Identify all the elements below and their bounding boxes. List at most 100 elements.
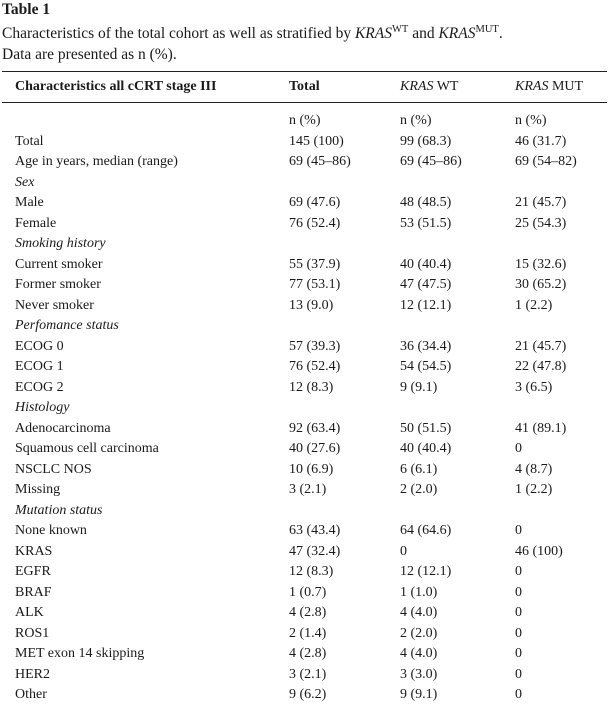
cell-kras-mut: 69 (54–82) <box>515 154 577 169</box>
section-header-row: Perfomance status <box>2 316 607 337</box>
row-label: NSCLC NOS <box>15 461 92 477</box>
cell-total: 63 (43.4) <box>289 523 341 538</box>
cell-total: n (%) <box>289 113 321 128</box>
row-label: EGFR <box>15 564 51 579</box>
section-header-row: Histology <box>2 398 607 419</box>
cell-kras-mut: n (%) <box>515 113 547 128</box>
cell-total: 76 (52.4) <box>289 359 341 374</box>
row-label: Male <box>15 195 44 210</box>
table-row: Female 76 (52.4) 53 (51.5) 25 (54.3) <box>2 214 607 235</box>
cell-total: 3 (2.1) <box>289 482 327 497</box>
table-row: Former smoker 77 (53.1) 47 (47.5) 30 (65.2) <box>2 275 607 296</box>
cell-kras-wt: 1 (1.0) <box>400 584 438 600</box>
cell-kras-wt: 12 (12.1) <box>400 297 452 313</box>
cell-total: 47 (32.4) <box>289 543 341 559</box>
cell-total: 145 (100) <box>289 133 344 149</box>
caption-kras: KRAS <box>354 25 392 43</box>
cell-total: 76 (52.4) <box>289 215 341 231</box>
table-row: NSCLC NOS 10 (6.9) 6 (6.1) 4 (8.7) <box>2 460 607 481</box>
row-label: BRAF <box>15 584 52 600</box>
cell-total: 69 (47.6) <box>289 195 341 210</box>
cell-kras-mut: 0 <box>515 605 522 620</box>
table-body: n (%) n (%) n (%) Total 145 (100) 99 (68.3) 46… <box>2 103 607 706</box>
table-row: Adenocarcinoma 92 (63.4) 50 (51.5) 41 (89.1… <box>2 419 607 440</box>
characteristics-table: Characteristics all cCRT stage III Total… <box>2 71 607 706</box>
caption-mut-sup: MUT <box>475 24 499 35</box>
caption-text: Characteristics of the total cohort as w… <box>2 25 355 43</box>
cell-kras-mut: 46 (100) <box>515 543 563 559</box>
row-label: Missing <box>15 482 61 497</box>
cell-total: 40 (27.6) <box>289 441 341 456</box>
cell-kras-wt: n (%) <box>400 113 432 128</box>
cell-kras-wt: 64 (64.6) <box>400 523 452 538</box>
table-row: Male 69 (47.6) 48 (48.5) 21 (45.7) <box>2 193 607 214</box>
cell-kras-wt: 50 (51.5) <box>400 420 452 436</box>
cell-kras-wt: 54 (54.5) <box>400 359 452 374</box>
cell-kras-mut: 22 (47.8) <box>515 359 567 374</box>
cell-total: 9 (6.2) <box>289 687 327 702</box>
cell-kras-wt: 12 (12.1) <box>400 564 452 579</box>
row-label: ECOG 2 <box>15 379 64 395</box>
table-row: n (%) n (%) n (%) <box>2 111 607 132</box>
table-row: None known 63 (43.4) 64 (64.6) 0 <box>2 521 607 542</box>
row-label: MET exon 14 skipping <box>15 646 145 661</box>
cell-kras-mut: 1 (2.2) <box>515 297 553 313</box>
header-total: Total <box>289 79 320 94</box>
cell-total: 4 (2.8) <box>289 605 327 620</box>
row-label: ECOG 0 <box>15 338 64 354</box>
cell-kras-mut: 0 <box>515 625 522 641</box>
table-header-rule <box>2 102 607 103</box>
table-row: Age in years, median (range) 69 (45–86) 69… <box>2 152 607 173</box>
row-label: KRAS <box>15 543 53 559</box>
cell-kras-mut: 1 (2.2) <box>515 482 553 497</box>
cell-kras-wt: 2 (2.0) <box>400 482 438 497</box>
table-header-row: Characteristics all cCRT stage III Total… <box>2 72 607 102</box>
cell-kras-mut: 0 <box>515 564 522 579</box>
cell-kras-mut: 30 (65.2) <box>515 277 567 292</box>
cell-kras-wt: 6 (6.1) <box>400 461 438 477</box>
table-row: ECOG 1 76 (52.4) 54 (54.5) 22 (47.8) <box>2 357 607 378</box>
caption-line-1: Characteristics of the total cohort as w… <box>2 19 607 44</box>
cell-total: 92 (63.4) <box>289 420 341 436</box>
row-label: Current smoker <box>15 256 103 272</box>
cell-kras-mut: 46 (31.7) <box>515 133 567 149</box>
cell-total: 13 (9.0) <box>289 297 334 313</box>
row-label: Female <box>15 215 57 231</box>
cell-kras-wt: 40 (40.4) <box>400 256 452 272</box>
caption-line-2: Data are presented as n (%). <box>2 46 177 64</box>
row-label: ALK <box>15 605 44 620</box>
caption-kras-2: KRAS <box>438 25 476 43</box>
cell-kras-wt: 3 (3.0) <box>400 666 438 682</box>
cell-total: 12 (8.3) <box>289 379 334 395</box>
cell-kras-wt: 0 <box>400 543 407 559</box>
table-caption: Table 1 Characteristics of the total coh… <box>2 0 607 65</box>
row-label: ROS1 <box>15 625 50 641</box>
cell-total: 55 (37.9) <box>289 256 341 272</box>
cell-kras-wt: 9 (9.1) <box>400 687 438 702</box>
row-label: None known <box>15 523 87 538</box>
cell-kras-wt: 4 (4.0) <box>400 646 438 661</box>
table-label: Table 1 <box>2 1 51 18</box>
cell-kras-mut: 21 (45.7) <box>515 338 567 354</box>
cell-total: 10 (6.9) <box>289 461 334 477</box>
table-row: Squamous cell carcinoma 40 (27.6) 40 (40.4… <box>2 439 607 460</box>
cell-total: 69 (45–86) <box>289 154 351 169</box>
table-row: ECOG 0 57 (39.3) 36 (34.4) 21 (45.7) <box>2 337 607 358</box>
caption-wt-sup: WT <box>391 24 409 35</box>
cell-kras-mut: 3 (6.5) <box>515 379 553 395</box>
cell-kras-wt: 2 (2.0) <box>400 625 438 641</box>
table-row: EGFR 12 (8.3) 12 (12.1) 0 <box>2 562 607 583</box>
row-label: Total <box>15 133 44 149</box>
table-row: HER2 3 (2.1) 3 (3.0) 0 <box>2 665 607 686</box>
header-kras-mut-suffix: MUT <box>548 79 584 94</box>
cell-kras-mut: 21 (45.7) <box>515 195 567 210</box>
cell-total: 57 (39.3) <box>289 338 341 354</box>
cell-kras-mut: 0 <box>515 441 522 456</box>
row-label: Sex <box>15 174 35 190</box>
table-row: KRAS 47 (32.4) 0 46 (100) <box>2 542 607 563</box>
cell-kras-mut: 0 <box>515 687 522 702</box>
cell-total: 12 (8.3) <box>289 564 334 579</box>
caption-and: and <box>408 25 439 43</box>
row-label: Smoking history <box>15 236 106 251</box>
table-row: BRAF 1 (0.7) 1 (1.0) 0 <box>2 583 607 604</box>
